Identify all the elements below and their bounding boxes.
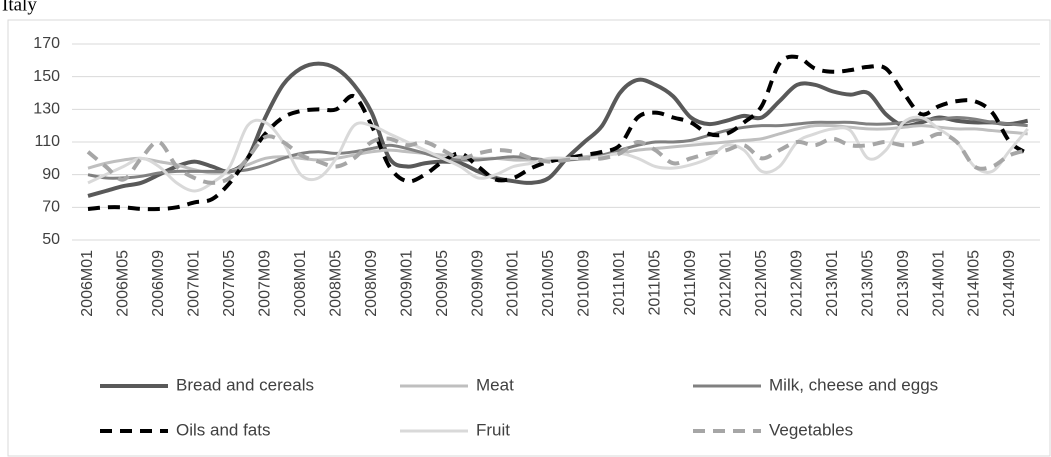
x-tick-label: 2010M01 <box>505 250 522 317</box>
x-tick-label: 2014M01 <box>930 250 947 317</box>
x-tick-label: 2011M01 <box>611 250 628 316</box>
x-tick-label: 2014M05 <box>966 250 983 317</box>
series-line <box>87 115 1029 193</box>
x-tick-label: 2012M01 <box>717 250 734 317</box>
legend-label: Milk, cheese and eggs <box>769 375 938 394</box>
y-tick-label: 130 <box>33 101 60 118</box>
legend-label: Bread and cereals <box>176 375 314 394</box>
x-tick-label: 2006M01 <box>79 250 96 317</box>
x-tick-label: 2010M09 <box>576 250 593 317</box>
legend-label: Oils and fats <box>176 420 271 439</box>
y-tick-label: 110 <box>34 133 60 150</box>
x-tick-label: 2008M09 <box>363 250 380 317</box>
x-tick-label: 2013M05 <box>859 250 876 317</box>
y-tick-label: 170 <box>33 35 60 52</box>
y-tick-label: 90 <box>42 166 60 183</box>
y-tick-label: 70 <box>42 199 60 216</box>
x-tick-label: 2008M01 <box>292 250 309 317</box>
x-tick-label: 2007M01 <box>186 250 203 317</box>
x-tick-label: 2006M09 <box>150 250 167 317</box>
y-tick-label: 50 <box>42 231 60 248</box>
x-tick-label: 2012M09 <box>788 250 805 317</box>
x-tick-label: 2014M09 <box>1001 250 1018 317</box>
legend-label: Fruit <box>476 420 510 439</box>
legend-label: Vegetables <box>769 420 853 439</box>
x-tick-label: 2013M01 <box>824 250 841 317</box>
series-line <box>86 131 1029 185</box>
chart-title: Italy <box>2 0 37 15</box>
x-tick-label: 2011M09 <box>682 250 699 316</box>
x-tick-label: 2010M05 <box>540 250 557 317</box>
x-tick-label: 2009M05 <box>434 250 451 317</box>
x-tick-label: 2007M05 <box>221 250 238 317</box>
x-tick-label: 2009M01 <box>398 250 415 317</box>
x-tick-label: 2008M05 <box>327 250 344 317</box>
x-tick-label: 2011M05 <box>647 250 664 316</box>
chart-frame <box>7 19 1051 457</box>
x-tick-label: 2006M05 <box>115 250 132 317</box>
y-tick-label: 150 <box>33 68 60 85</box>
x-tick-label: 2007M09 <box>257 250 274 317</box>
x-tick-label: 2012M05 <box>753 250 770 317</box>
x-tick-label: 2009M09 <box>469 250 486 317</box>
x-tick-label: 2013M09 <box>895 250 912 317</box>
series-line <box>87 54 1029 212</box>
legend-label: Meat <box>476 375 514 394</box>
